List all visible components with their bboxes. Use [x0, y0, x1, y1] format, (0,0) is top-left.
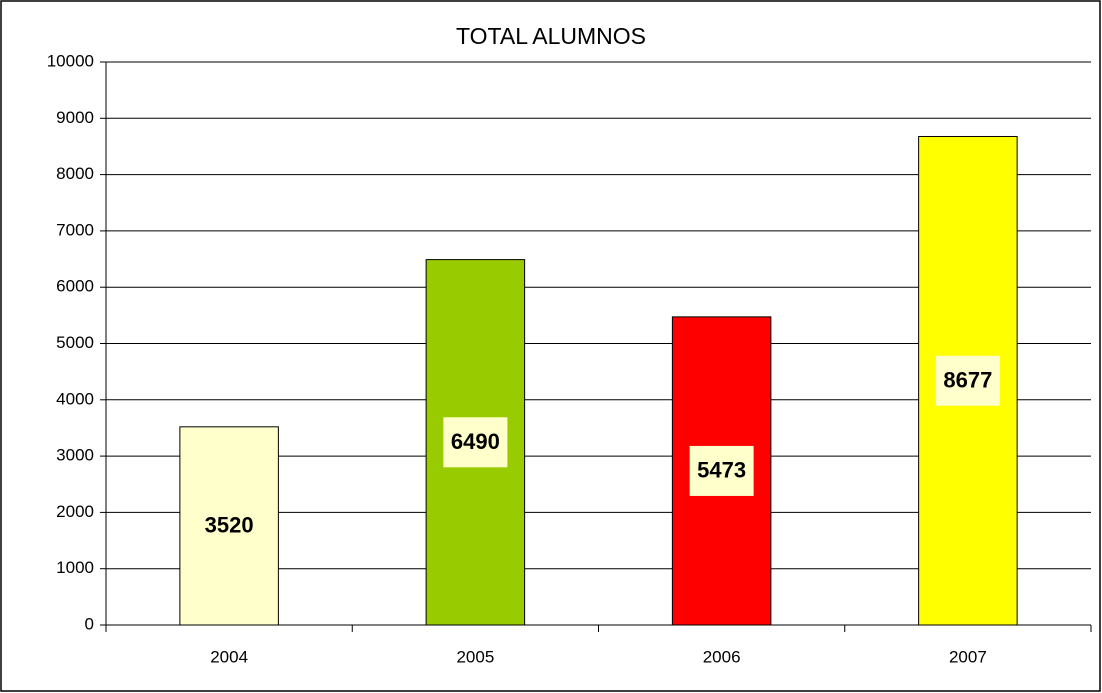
x-tick-label: 2006: [703, 647, 741, 666]
y-tick-label: 10000: [47, 51, 94, 70]
y-tick-label: 8000: [56, 164, 94, 183]
data-label-box: [443, 417, 508, 468]
y-tick-label: 2000: [56, 502, 94, 521]
y-tick-label: 3000: [56, 446, 94, 465]
y-tick-label: 4000: [56, 389, 94, 408]
y-tick-label: 6000: [56, 277, 94, 296]
y-tick-label: 7000: [56, 220, 94, 239]
data-label: 5473: [697, 458, 746, 483]
data-label: 8677: [943, 368, 992, 393]
y-tick-label: 5000: [56, 333, 94, 352]
y-tick-label: 0: [85, 614, 94, 633]
x-tick-label: 2007: [949, 647, 987, 666]
x-tick-label: 2005: [456, 647, 494, 666]
y-tick-label: 9000: [56, 108, 94, 127]
y-tick-label: 1000: [56, 558, 94, 577]
data-label: 6490: [451, 429, 500, 454]
data-label: 3520: [205, 513, 254, 538]
data-label-box: [935, 355, 1000, 406]
data-label-box: [197, 500, 262, 551]
data-label-box: [689, 445, 754, 496]
x-tick-label: 2004: [210, 647, 248, 666]
chart-title: TOTAL ALUMNOS: [456, 23, 646, 49]
